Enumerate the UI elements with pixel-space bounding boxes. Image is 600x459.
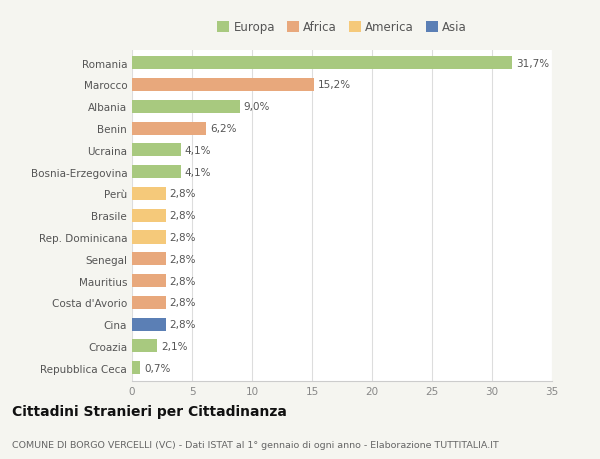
Bar bbox=[132, 361, 140, 375]
Text: 2,8%: 2,8% bbox=[169, 211, 196, 221]
Text: 6,2%: 6,2% bbox=[210, 124, 236, 134]
Bar bbox=[132, 187, 166, 201]
Text: 2,8%: 2,8% bbox=[169, 276, 196, 286]
Bar bbox=[132, 340, 157, 353]
Text: 2,8%: 2,8% bbox=[169, 232, 196, 242]
Text: COMUNE DI BORGO VERCELLI (VC) - Dati ISTAT al 1° gennaio di ogni anno - Elaboraz: COMUNE DI BORGO VERCELLI (VC) - Dati IST… bbox=[12, 441, 499, 449]
Text: 9,0%: 9,0% bbox=[244, 102, 270, 112]
Text: 0,7%: 0,7% bbox=[144, 363, 170, 373]
Text: 15,2%: 15,2% bbox=[318, 80, 351, 90]
Bar bbox=[132, 231, 166, 244]
Text: 2,1%: 2,1% bbox=[161, 341, 187, 351]
Bar bbox=[132, 166, 181, 179]
Bar bbox=[132, 296, 166, 309]
Bar bbox=[132, 144, 181, 157]
Bar bbox=[132, 318, 166, 331]
Bar bbox=[132, 101, 240, 113]
Text: 4,1%: 4,1% bbox=[185, 146, 211, 156]
Text: 4,1%: 4,1% bbox=[185, 167, 211, 177]
Bar bbox=[132, 57, 512, 70]
Bar bbox=[132, 274, 166, 287]
Bar bbox=[132, 79, 314, 92]
Text: 31,7%: 31,7% bbox=[516, 59, 549, 68]
Text: 2,8%: 2,8% bbox=[169, 189, 196, 199]
Bar bbox=[132, 122, 206, 135]
Bar bbox=[132, 253, 166, 266]
Text: 2,8%: 2,8% bbox=[169, 254, 196, 264]
Legend: Europa, Africa, America, Asia: Europa, Africa, America, Asia bbox=[212, 17, 472, 39]
Text: 2,8%: 2,8% bbox=[169, 319, 196, 330]
Text: 2,8%: 2,8% bbox=[169, 298, 196, 308]
Bar bbox=[132, 209, 166, 222]
Text: Cittadini Stranieri per Cittadinanza: Cittadini Stranieri per Cittadinanza bbox=[12, 404, 287, 419]
